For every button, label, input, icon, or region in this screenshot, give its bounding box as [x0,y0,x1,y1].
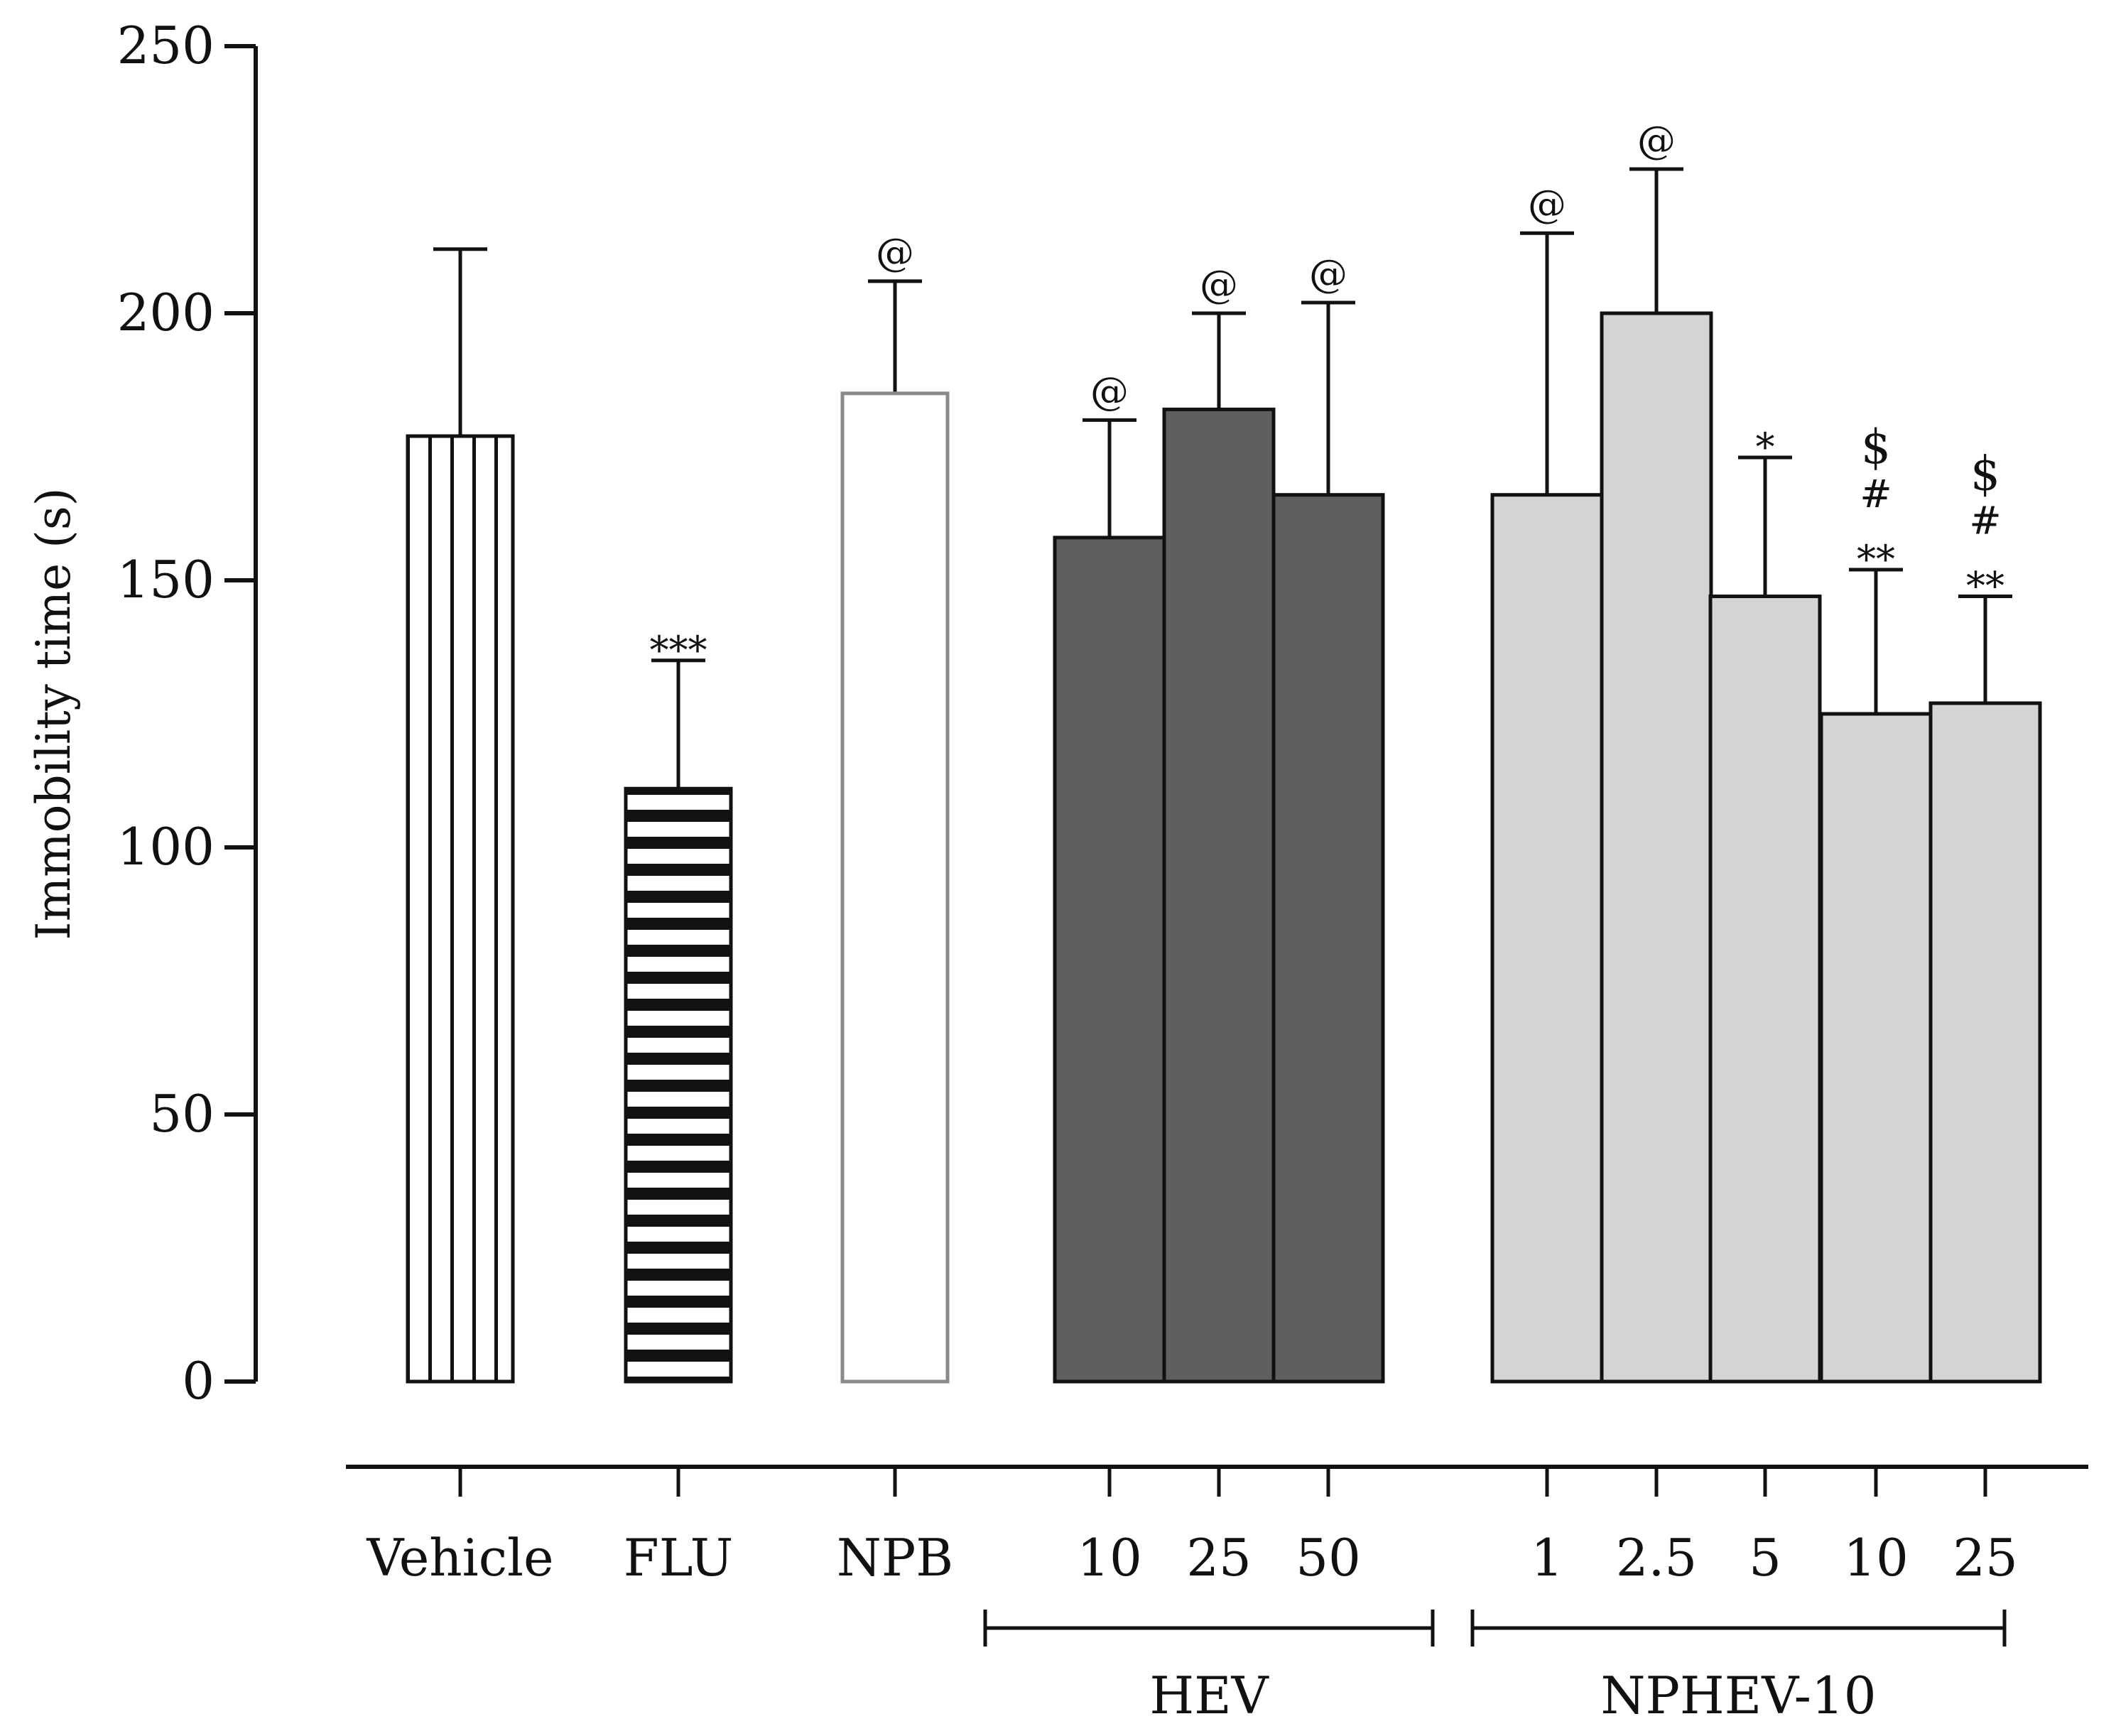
category-label-nphev-10-1: 1 [1531,1528,1563,1588]
annotation-hev-25-0: @ [1200,262,1238,307]
y-axis: 0 50 100 150 200 250 Immobility time (s) [26,16,258,1411]
group-label-nphev-10: NPHEV-10 [1600,1666,1876,1725]
group-brackets: HEV NPHEV-10 [983,1610,2007,1725]
bar-hev-50 [1271,493,1385,1384]
bar-nphev-10-1 [1490,493,1604,1384]
annotation-nphev-10-2_5-0: @ [1637,118,1676,163]
annotation-nphev-10-10-0: ** [1857,537,1895,582]
category-label-hev-50: 50 [1296,1528,1361,1588]
y-axis-title: Immobility time (s) [26,488,81,940]
category-label-npb: NPB [837,1528,953,1588]
bar-vehicle [406,434,515,1384]
bar-flu [624,786,733,1384]
annotation-nphev-10-25-1: # [1969,499,2001,543]
category-axis: Vehicle FLU NPB 10 25 50 1 2.5 5 10 25 [346,1465,2088,1588]
annotation-flu-0: *** [650,628,707,673]
y-tick-label-250: 250 [117,16,215,75]
bar-nphev-10-25 [1928,701,2042,1384]
group-label-hev: HEV [1149,1666,1269,1725]
annotation-npb-0: @ [876,230,914,275]
category-label-hev-10: 10 [1077,1528,1142,1588]
bar-nphev-10-10 [1819,712,1933,1384]
annotation-nphev-10-5-0: * [1756,425,1775,470]
annotation-nphev-10-25-2: $ [1970,447,2000,501]
category-label-vehicle: Vehicle [366,1528,553,1588]
category-label-nphev-10-10: 10 [1843,1528,1909,1588]
bars: ***@@@ @@@***#$**#$ [406,118,2042,1384]
y-ticks: 0 50 100 150 200 250 [117,16,256,1411]
category-label-nphev-10-25: 25 [1953,1528,2018,1588]
bar-nphev-10-5 [1708,595,1822,1384]
annotation-hev-10-0: @ [1090,369,1129,413]
category-ticks: Vehicle FLU NPB 10 25 50 1 2.5 5 10 25 [366,1467,2018,1588]
category-label-hev-25: 25 [1186,1528,1252,1588]
category-label-flu: FLU [624,1528,734,1588]
bar-nphev-10-2_5 [1600,311,1713,1384]
annotation-nphev-10-25-0: ** [1966,564,2004,609]
y-tick-label-50: 50 [149,1084,215,1144]
annotation-nphev-10-10-2: $ [1861,420,1891,474]
category-label-nphev-10-5: 5 [1749,1528,1781,1588]
y-tick-label-0: 0 [182,1351,215,1411]
category-label-nphev-10-2_5: 2.5 [1616,1528,1698,1588]
y-tick-label-150: 150 [117,550,215,609]
bar-hev-25 [1162,407,1276,1384]
annotation-hev-50-0: @ [1309,251,1347,296]
bar-npb [840,391,950,1384]
annotation-nphev-10-1-0: @ [1528,182,1566,227]
y-tick-label-200: 200 [117,283,215,342]
annotation-nphev-10-10-1: # [1860,472,1892,516]
bar-hev-10 [1053,536,1166,1384]
y-tick-label-100: 100 [117,817,215,877]
